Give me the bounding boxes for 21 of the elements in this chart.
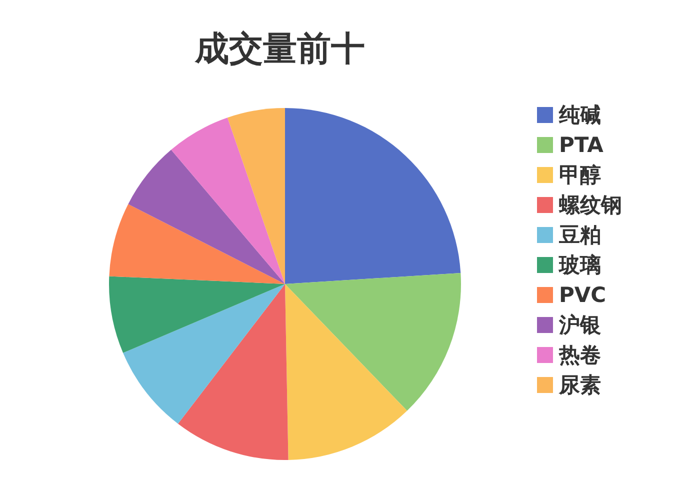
legend-label: 纯碱 [559, 102, 601, 128]
legend-label: 尿素 [559, 372, 601, 398]
legend-label: PVC [559, 282, 606, 308]
legend-label: 螺纹钢 [559, 192, 622, 218]
legend-label: 豆粕 [559, 222, 601, 248]
pie-slice [109, 204, 285, 284]
chart-title: 成交量前十 [194, 28, 366, 71]
pie-slice [285, 108, 461, 284]
pie-slice [285, 272, 461, 411]
legend-label: PTA [559, 132, 604, 158]
legend-label: 甲醇 [559, 162, 601, 188]
legend-label: 热卷 [559, 342, 601, 368]
legend-label: 沪银 [559, 312, 601, 338]
pie-slice [123, 284, 285, 424]
pie-slice [109, 276, 285, 353]
pie-slice [178, 284, 288, 460]
pie-slice [171, 118, 285, 284]
pie-slice [128, 150, 285, 284]
pie-slice [227, 108, 285, 284]
legend-label: 玻璃 [559, 252, 601, 278]
pie-slice [285, 284, 408, 460]
